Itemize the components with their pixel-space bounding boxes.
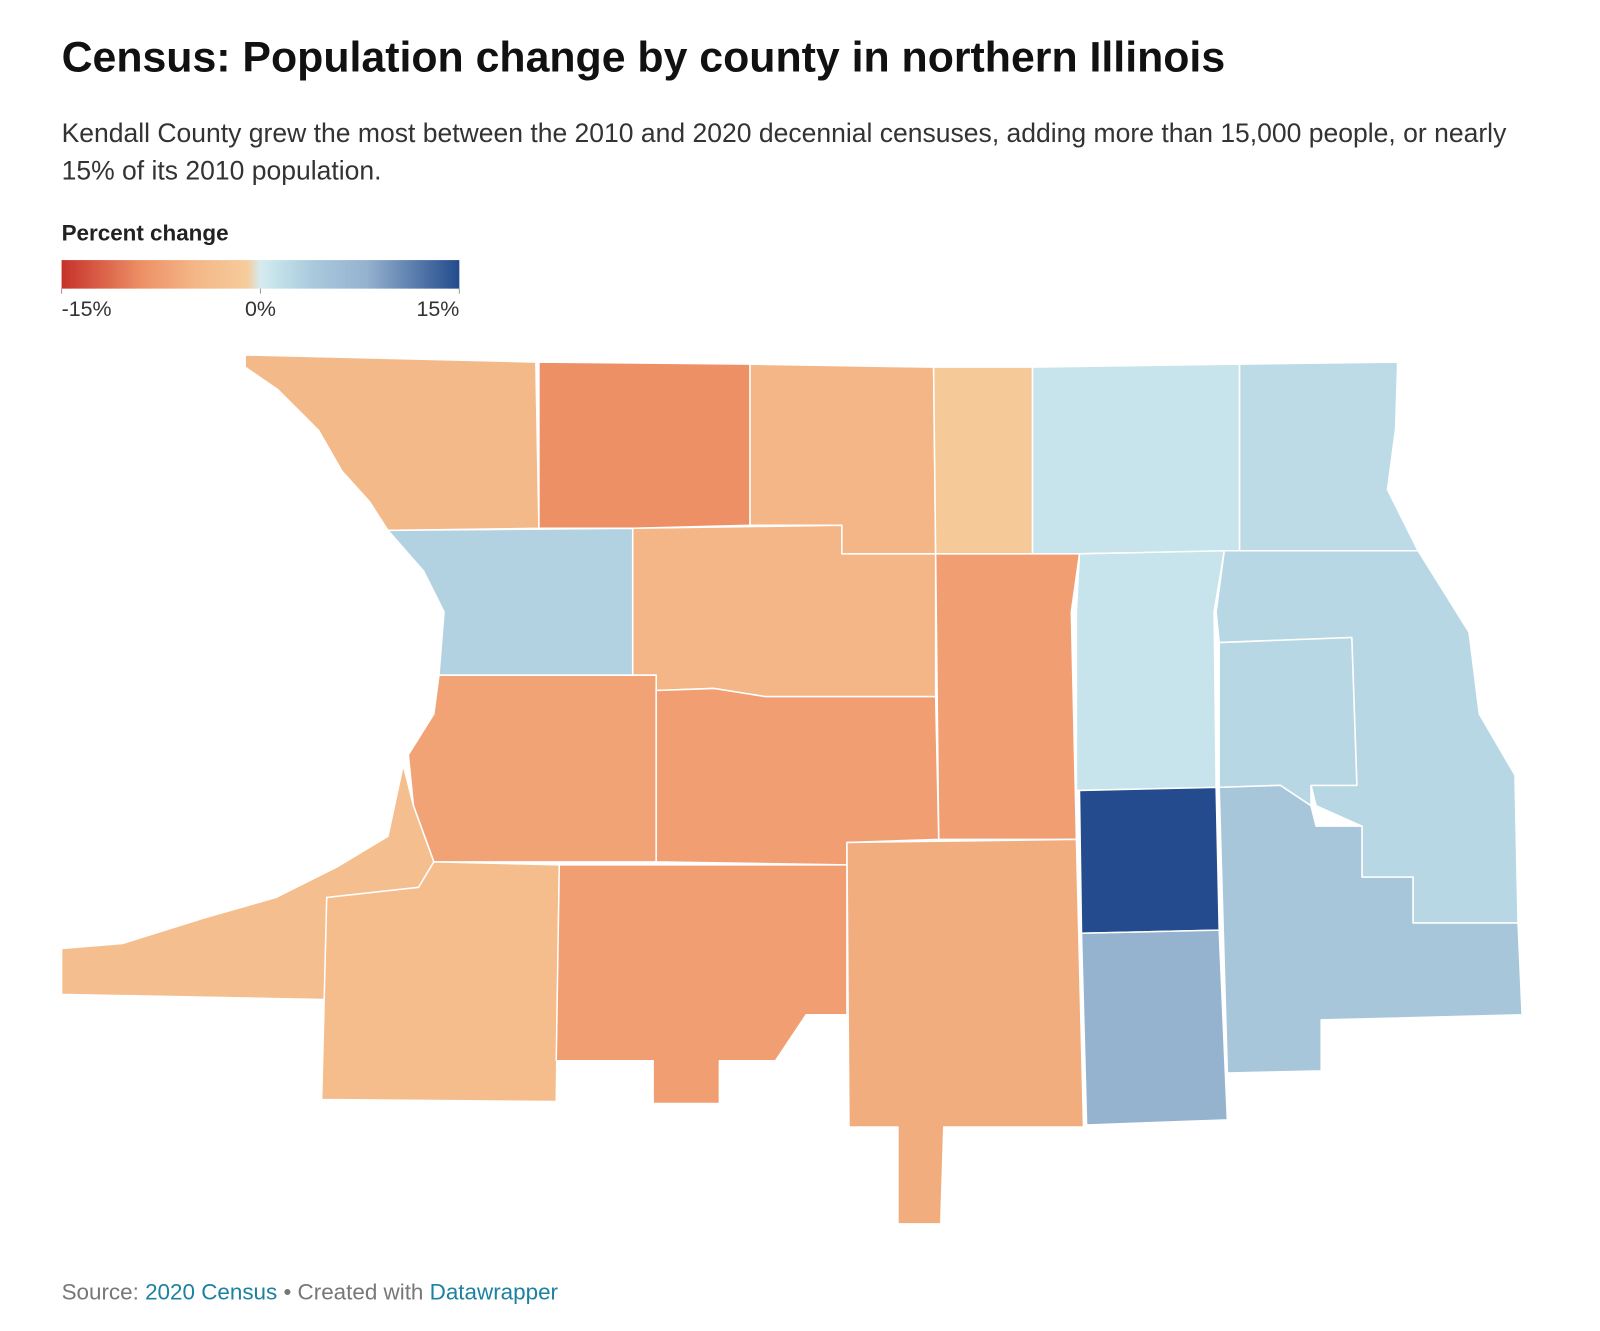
county (846, 838, 1085, 1225)
county (655, 687, 940, 866)
footer: Source: 2020 Census • Created with Dataw… (62, 1279, 559, 1304)
county (1238, 361, 1419, 552)
county (749, 363, 937, 555)
county (538, 361, 751, 530)
legend-tick-label: 0% (245, 297, 276, 321)
source-label: Source: (62, 1279, 146, 1304)
separator: • Created with (277, 1279, 429, 1304)
county (1078, 786, 1220, 934)
county (244, 354, 540, 532)
county (1218, 784, 1523, 1074)
county (387, 527, 634, 676)
county (1218, 636, 1358, 807)
subtitle: Kendall County grew the most between the… (61, 117, 1507, 186)
county (934, 553, 1081, 841)
county (1031, 363, 1241, 555)
title: Census: Population change by county in n… (62, 33, 1226, 81)
legend-bar (61, 260, 460, 289)
county (932, 366, 1034, 555)
county (1080, 929, 1229, 1126)
county (555, 864, 848, 1105)
legend-tick-label: -15% (62, 297, 112, 321)
tool-link[interactable]: Datawrapper (430, 1279, 559, 1304)
source-link[interactable]: 2020 Census (145, 1279, 277, 1304)
county (1075, 549, 1226, 792)
legend-tick-label: 15% (416, 297, 459, 321)
county (407, 674, 657, 863)
county (320, 861, 561, 1103)
legend-title: Percent change (62, 221, 229, 246)
subtitle-box: Kendall County grew the most between the… (61, 117, 1507, 186)
